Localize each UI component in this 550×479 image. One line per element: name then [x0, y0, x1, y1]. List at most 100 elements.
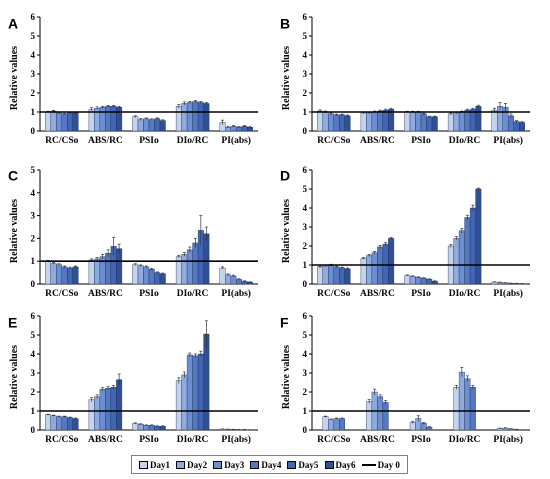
bar: [431, 280, 438, 285]
bar: [322, 111, 329, 132]
y-tick-label: 5: [31, 31, 36, 41]
y-tick-label: 0: [303, 279, 308, 289]
y-tick-label: 1: [303, 260, 308, 270]
bar: [88, 259, 95, 285]
bar: [148, 268, 155, 285]
panel-d: D Relative values 0 1 2 3 4 5 6 RC/CSo ABS/RC PSIo D…: [280, 165, 530, 299]
y-tick-label: 1: [303, 406, 308, 416]
x-category-label: PI(abs): [221, 135, 251, 146]
bar: [159, 426, 166, 431]
x-category-label: DIo/RC: [449, 136, 481, 146]
legend-label: Day 0: [377, 459, 400, 470]
x-category-label: DIo/RC: [177, 435, 209, 445]
panel-letter: E: [8, 314, 17, 330]
y-tick-label: 3: [31, 69, 36, 79]
y-tick-label: 5: [303, 184, 308, 194]
bar: [192, 242, 199, 285]
bar: [464, 109, 471, 132]
y-tick-label: 0: [303, 126, 308, 136]
bar: [464, 217, 471, 285]
bar: [181, 103, 188, 132]
y-tick-label: 1: [31, 107, 36, 117]
bar: [458, 111, 465, 132]
bar: [328, 113, 334, 132]
bar: [143, 118, 150, 132]
bar: [339, 267, 345, 285]
legend-label: Day5: [298, 459, 319, 470]
y-tick-label: 0: [31, 126, 36, 136]
y-tick-label: 2: [31, 88, 36, 98]
bar: [137, 424, 144, 431]
y-tick-label: 4: [31, 188, 36, 198]
bar: [382, 402, 389, 431]
x-category-label: PSIo: [139, 136, 159, 146]
x-category-label: PI(abs): [221, 434, 251, 445]
x-category-label: DIo/RC: [177, 136, 209, 146]
bar: [409, 422, 416, 431]
x-category-label: PI(abs): [493, 434, 523, 445]
bar: [420, 423, 427, 431]
legend-item-day5: Day5: [287, 460, 318, 470]
bar: [72, 266, 79, 285]
bar: [154, 426, 161, 431]
legend-item-day0: Day 0: [361, 459, 400, 470]
bar: [105, 106, 112, 132]
bar: [192, 355, 199, 431]
bar: [110, 106, 117, 132]
bar: [404, 111, 411, 132]
y-tick-label: 3: [303, 69, 308, 79]
bar: [382, 109, 389, 132]
bar: [344, 115, 351, 132]
panel-e: E Relative values 0 1 2 3 4 5 6 RC/CSo ABS/RC PSIo D…: [8, 311, 258, 445]
y-tick-label: 3: [303, 368, 308, 378]
bar: [360, 258, 367, 285]
bar: [431, 116, 438, 132]
bar: [415, 111, 422, 132]
bar: [50, 263, 57, 285]
x-category-label: DIo/RC: [177, 289, 209, 299]
legend-label: Day1: [150, 459, 171, 470]
y-tick-label: 3: [31, 211, 36, 221]
y-axis-label: Relative values: [9, 345, 20, 409]
y-tick-label: 1: [31, 256, 36, 266]
bar: [508, 115, 514, 132]
x-category-label: DIo/RC: [449, 289, 481, 299]
bar: [388, 238, 395, 285]
x-category-label: ABS/RC: [88, 136, 123, 146]
bar: [94, 258, 101, 285]
y-tick-label: 5: [303, 330, 308, 340]
bar: [45, 261, 51, 285]
legend-swatch: [324, 460, 334, 469]
legend-label: Day6: [335, 459, 356, 470]
bar: [45, 111, 51, 132]
x-category-label: RC/CSo: [317, 136, 351, 146]
bar: [148, 119, 155, 132]
x-category-label: PI(abs): [493, 135, 523, 146]
bar: [154, 118, 161, 132]
bar: [72, 112, 79, 132]
y-tick-label: 6: [303, 12, 308, 22]
bar: [328, 419, 334, 431]
y-tick-label: 0: [31, 279, 36, 289]
bar: [94, 396, 101, 431]
y-axis-label: Relative values: [9, 46, 20, 110]
bar: [339, 114, 345, 132]
bar: [464, 378, 471, 431]
bar: [105, 253, 112, 285]
bar: [88, 399, 95, 431]
bar: [148, 425, 155, 431]
bar: [181, 374, 188, 431]
bar: [116, 248, 123, 285]
bar: [426, 116, 433, 132]
y-tick-label: 5: [31, 165, 36, 175]
x-category-label: RC/CSo: [45, 136, 79, 146]
bar: [475, 106, 482, 132]
bar: [333, 114, 340, 132]
x-category-label: ABS/RC: [88, 289, 123, 299]
bar: [453, 112, 460, 132]
bar: [317, 110, 323, 132]
bar: [377, 110, 384, 132]
bar: [322, 416, 329, 431]
bar: [186, 102, 193, 132]
